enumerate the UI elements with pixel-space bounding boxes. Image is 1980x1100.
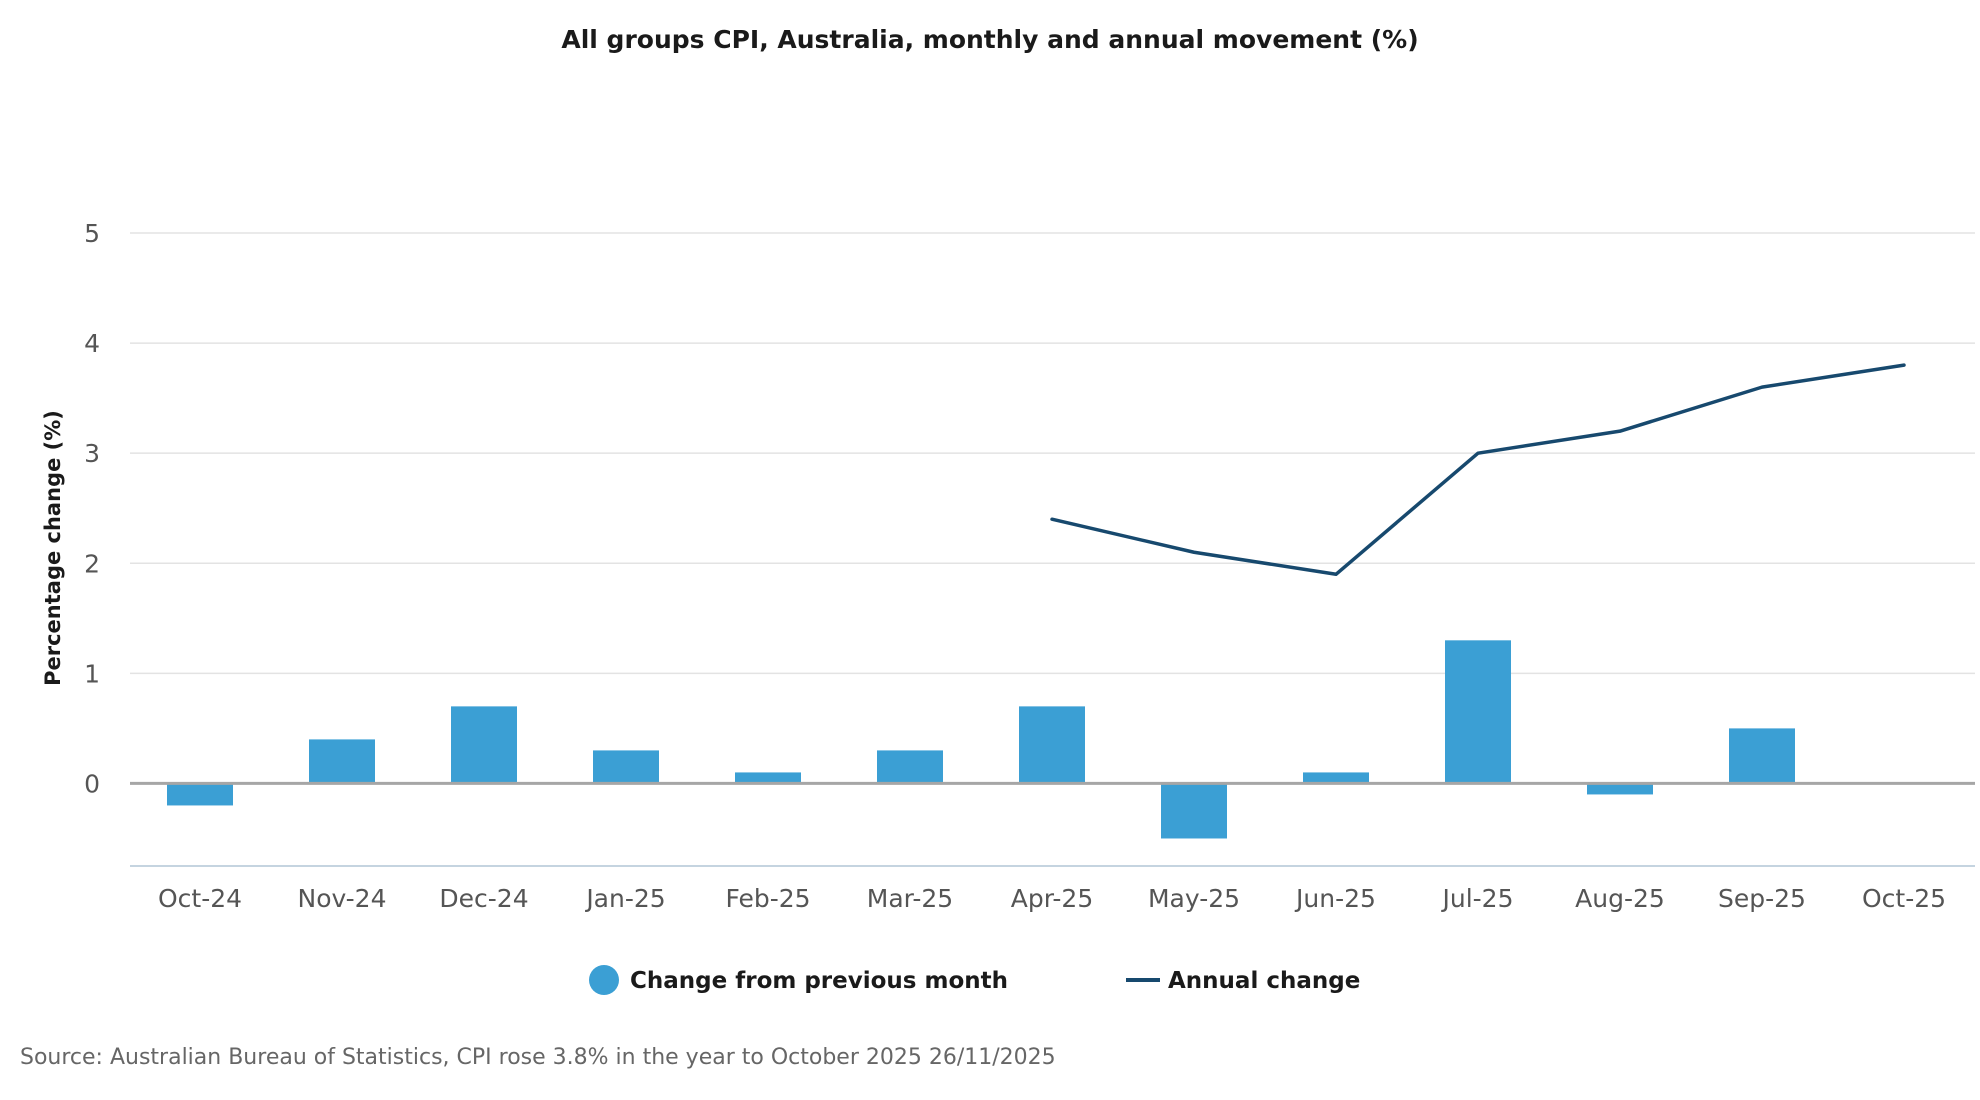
x-tick-label: Feb-25 (725, 884, 810, 913)
bar (309, 739, 375, 784)
y-tick-label: 1 (84, 659, 100, 688)
bar (877, 750, 943, 784)
bar (1729, 728, 1795, 784)
annual-change-line (1050, 363, 1906, 577)
bar (1303, 772, 1369, 784)
legend-bar-label: Change from previous month (630, 968, 1008, 994)
y-tick-label: 3 (84, 439, 100, 468)
legend: Change from previous month Annual change (589, 965, 1360, 995)
y-tick-label: 4 (84, 329, 100, 358)
x-tick-label: Mar-25 (867, 884, 953, 913)
line-series (1050, 363, 1906, 577)
bar (451, 706, 517, 784)
x-tick-label: Jun-25 (1294, 884, 1376, 913)
bar-series (167, 640, 1795, 839)
y-tick-label: 0 (84, 769, 100, 798)
legend-line-label: Annual change (1168, 968, 1360, 994)
x-tick-label: Aug-25 (1575, 884, 1665, 913)
x-tick-label: May-25 (1148, 884, 1240, 913)
x-tick-label: Nov-24 (298, 884, 387, 913)
y-axis-label: Percentage change (%) (41, 410, 65, 686)
y-tick-label: 2 (84, 549, 100, 578)
x-tick-label: Jul-25 (1441, 884, 1514, 913)
bar (1161, 783, 1227, 839)
gridlines (130, 232, 1975, 675)
x-tick-label: Apr-25 (1011, 884, 1093, 913)
x-tick-label: Jan-25 (584, 884, 665, 913)
chart-title: All groups CPI, Australia, monthly and a… (561, 25, 1418, 54)
x-tick-label: Sep-25 (1718, 884, 1806, 913)
bar (1445, 640, 1511, 784)
source-note: Source: Australian Bureau of Statistics,… (20, 1045, 1056, 1070)
y-tick-label: 5 (84, 219, 100, 248)
x-tick-label: Oct-24 (158, 884, 242, 913)
legend-bar-marker (589, 965, 619, 995)
x-axis: Oct-24 Nov-24 Dec-24 Jan-25 Feb-25 Mar-25 Apr-… (130, 865, 1975, 913)
x-tick-label: Oct-25 (1862, 884, 1946, 913)
bar (167, 783, 233, 806)
bar (1587, 783, 1653, 795)
bar (593, 750, 659, 784)
y-axis-ticks: 0 1 2 3 4 5 (84, 219, 100, 798)
bar (1019, 706, 1085, 784)
bar (735, 772, 801, 784)
x-tick-label: Dec-24 (439, 884, 528, 913)
